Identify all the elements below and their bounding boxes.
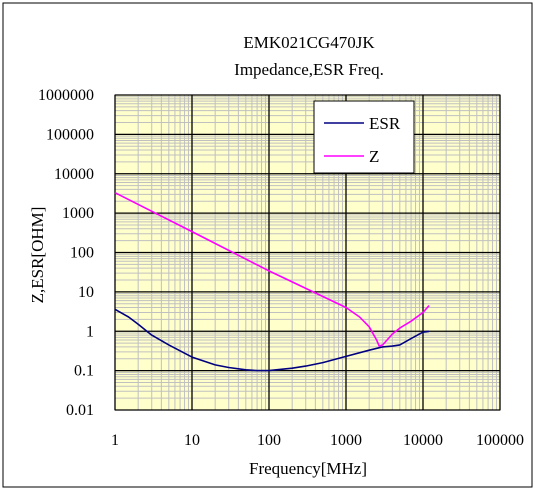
x-tick-label: 100 xyxy=(257,432,281,449)
chart-subtitle: Impedance,ESR Freq. xyxy=(234,60,384,79)
y-tick-label: 100000 xyxy=(46,126,94,143)
x-axis-label: Frequency[MHz] xyxy=(249,459,367,478)
y-tick-label: 1 xyxy=(86,323,94,340)
y-tick-label: 1000000 xyxy=(38,87,94,104)
series-line-z xyxy=(114,191,430,347)
legend-box xyxy=(313,100,415,174)
y-axis-label: Z,ESR[OHM] xyxy=(28,207,47,304)
plot-area-group: 1 10 100 1000 10000 100000 0.01 0.1 1 10 100 1000 10… xyxy=(38,87,524,449)
chart-title: EMK021CG470JK xyxy=(243,33,375,52)
plot-border xyxy=(114,94,501,411)
x-tick-label: 10000 xyxy=(403,432,443,449)
series-line-esr xyxy=(114,308,430,372)
legend-label-esr: ESR xyxy=(369,114,401,133)
y-tick-label: 1000 xyxy=(62,205,94,222)
x-tick-label: 100000 xyxy=(476,432,524,449)
y-tick-label: 0.1 xyxy=(74,363,94,380)
x-tick-label: 10 xyxy=(184,432,200,449)
x-tick-label: 1 xyxy=(111,432,119,449)
legend-label-z: Z xyxy=(369,147,379,166)
y-tick-label: 10000 xyxy=(54,166,94,183)
y-tick-label: 10 xyxy=(78,284,94,301)
x-tick-label: 1000 xyxy=(330,432,362,449)
y-tick-label: 0.01 xyxy=(66,402,94,419)
y-tick-label: 100 xyxy=(70,245,94,262)
